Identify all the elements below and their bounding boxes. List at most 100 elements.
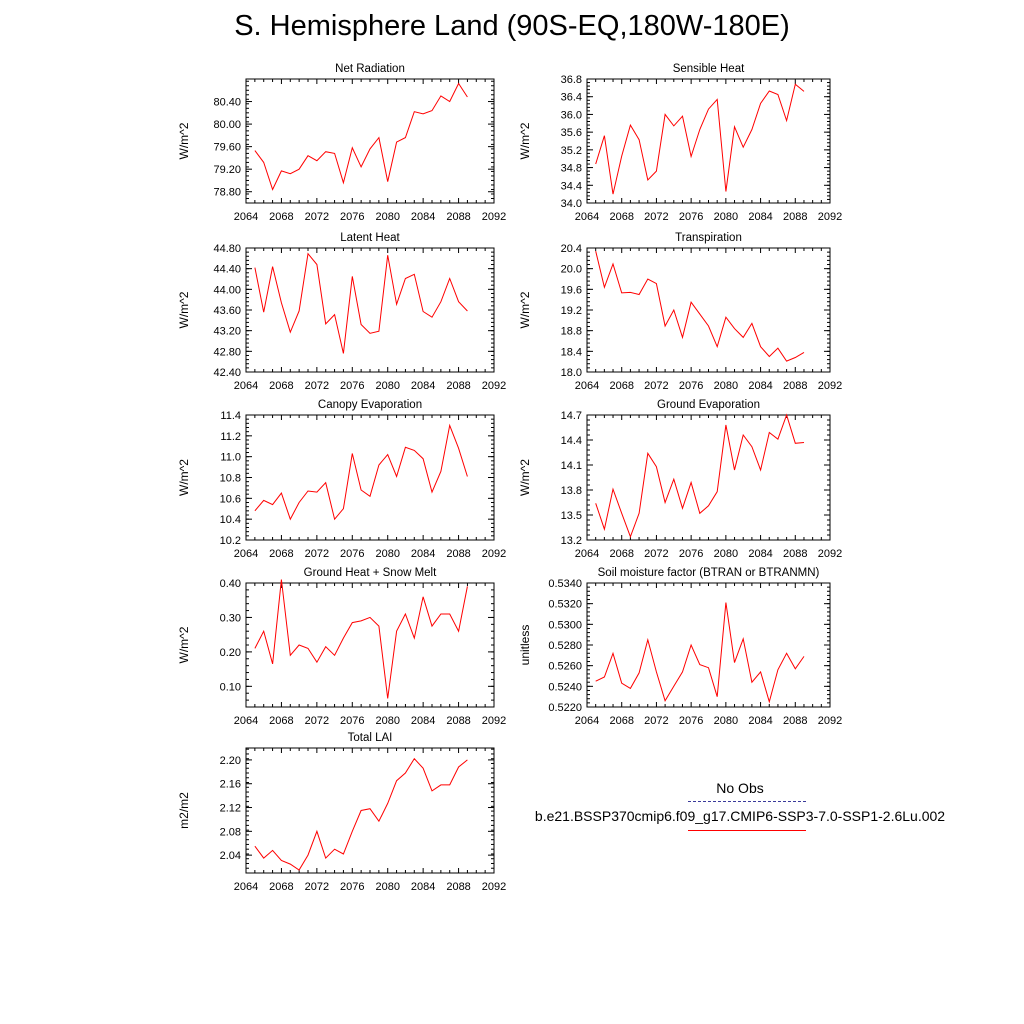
y-tick-label: 0.10 [220, 681, 241, 693]
y-tick-label: 19.6 [561, 284, 582, 296]
plot-frame [245, 582, 495, 708]
y-tick-label: 0.5340 [548, 578, 582, 590]
x-tick-label: 2092 [482, 380, 506, 392]
x-tick-label: 2084 [411, 881, 435, 893]
y-axis-label: W/m^2 [518, 291, 532, 328]
chart-panel: 2064 2068 2072 2076 2080 2084 2088 2092 42.40 42.… [177, 232, 506, 392]
x-tick-label: 2064 [234, 715, 258, 727]
panel-title: Latent Heat [340, 232, 400, 244]
y-tick-label: 42.80 [213, 346, 241, 358]
page-title: S. Hemisphere Land (90S-EQ,180W-180E) [234, 10, 790, 42]
x-tick-label: 2076 [340, 211, 364, 223]
panel-title: Soil moisture factor (BTRAN or BTRANMN) [598, 567, 820, 579]
y-tick-label: 14.4 [561, 435, 582, 447]
y-tick-label: 20.0 [561, 264, 582, 276]
y-tick-label: 34.0 [561, 198, 582, 210]
x-tick-label: 2068 [269, 380, 293, 392]
y-tick-label: 14.1 [561, 460, 582, 472]
x-tick-label: 2076 [340, 715, 364, 727]
x-tick-label: 2072 [644, 211, 668, 223]
x-tick-label: 2092 [482, 548, 506, 560]
series-line [595, 83, 805, 195]
x-tick-label: 2084 [411, 548, 435, 560]
y-tick-label: 18.4 [561, 346, 582, 358]
x-tick-label: 2064 [234, 548, 258, 560]
y-tick-label: 0.20 [220, 647, 241, 659]
x-tick-label: 2080 [714, 548, 738, 560]
series-line [595, 413, 805, 539]
y-tick-label: 34.8 [561, 163, 582, 175]
x-tick-label: 2080 [714, 380, 738, 392]
panel-title: Ground Evaporation [657, 399, 760, 411]
y-tick-label: 20.4 [561, 243, 582, 255]
x-tick-label: 2076 [679, 548, 703, 560]
y-tick-label: 13.5 [561, 510, 582, 522]
y-axis-label: W/m^2 [177, 626, 191, 663]
panel-title: Canopy Evaporation [318, 399, 422, 411]
plot-frame [586, 78, 831, 204]
x-tick-label: 2072 [305, 548, 329, 560]
chart-panel: 2064 2068 2072 2076 2080 2084 2088 2092 18.0 18.4… [518, 232, 842, 392]
y-tick-label: 43.60 [213, 305, 241, 317]
x-tick-label: 2088 [783, 380, 807, 392]
y-tick-label: 11.0 [220, 452, 241, 464]
x-tick-label: 2092 [482, 211, 506, 223]
y-tick-label: 10.8 [220, 473, 241, 485]
chart-panel: 2064 2068 2072 2076 2080 2084 2088 2092 78.80 79.… [177, 63, 506, 223]
x-tick-label: 2088 [446, 548, 470, 560]
y-tick-label: 11.2 [220, 431, 241, 443]
y-tick-label: 0.5280 [548, 640, 582, 652]
y-axis-label: m2/m2 [177, 792, 191, 829]
chart-panel: 2064 2068 2072 2076 2080 2084 2088 2092 0.10 0.20… [177, 567, 506, 727]
y-tick-label: 19.2 [561, 305, 582, 317]
x-tick-label: 2068 [609, 380, 633, 392]
x-tick-label: 2092 [818, 211, 842, 223]
x-tick-label: 2068 [609, 548, 633, 560]
x-tick-label: 2064 [575, 380, 599, 392]
x-tick-label: 2084 [748, 715, 772, 727]
y-tick-label: 0.5320 [548, 599, 582, 611]
y-tick-label: 0.30 [220, 612, 241, 624]
chart-panel: 2064 2068 2072 2076 2080 2084 2088 2092 10.2 10.4… [177, 399, 506, 560]
y-tick-label: 11.4 [220, 410, 241, 422]
plot-frame [586, 414, 831, 541]
chart-panel: 2064 2068 2072 2076 2080 2084 2088 2092 34.0 34.4… [518, 63, 842, 223]
x-tick-label: 2072 [644, 380, 668, 392]
y-tick-label: 79.20 [213, 164, 241, 176]
x-tick-label: 2088 [783, 211, 807, 223]
x-tick-label: 2080 [375, 211, 399, 223]
x-tick-label: 2072 [305, 211, 329, 223]
x-tick-label: 2092 [818, 715, 842, 727]
series-line [254, 82, 468, 191]
x-tick-label: 2076 [340, 380, 364, 392]
y-axis-label: W/m^2 [177, 459, 191, 496]
x-tick-label: 2088 [446, 211, 470, 223]
plot-frame [586, 582, 831, 708]
y-tick-label: 44.00 [213, 284, 241, 296]
chart-panel: 2064 2068 2072 2076 2080 2084 2088 2092 0.5220 0.… [518, 567, 842, 727]
panel-title: Total LAI [348, 732, 393, 744]
y-axis-label: W/m^2 [518, 459, 532, 496]
y-tick-label: 2.16 [220, 779, 241, 791]
x-tick-label: 2080 [714, 211, 738, 223]
y-tick-label: 42.40 [213, 367, 241, 379]
x-tick-label: 2080 [375, 715, 399, 727]
y-tick-label: 18.0 [561, 367, 582, 379]
x-tick-label: 2084 [748, 211, 772, 223]
x-tick-label: 2088 [446, 380, 470, 392]
y-tick-label: 36.0 [561, 109, 582, 121]
series-line [254, 579, 468, 699]
chart-panel: 2064 2068 2072 2076 2080 2084 2088 2092 2.04 2.08… [177, 732, 506, 893]
y-tick-label: 78.80 [213, 187, 241, 199]
y-tick-label: 43.20 [213, 326, 241, 338]
x-tick-label: 2084 [411, 211, 435, 223]
panel-title: Sensible Heat [673, 63, 745, 75]
x-tick-label: 2072 [644, 548, 668, 560]
panel-title: Net Radiation [335, 63, 405, 75]
x-tick-label: 2068 [609, 211, 633, 223]
y-tick-label: 79.60 [213, 142, 241, 154]
legend-obs-line [688, 801, 806, 802]
y-tick-label: 10.4 [220, 514, 241, 526]
series-line [595, 602, 805, 704]
x-tick-label: 2088 [446, 715, 470, 727]
